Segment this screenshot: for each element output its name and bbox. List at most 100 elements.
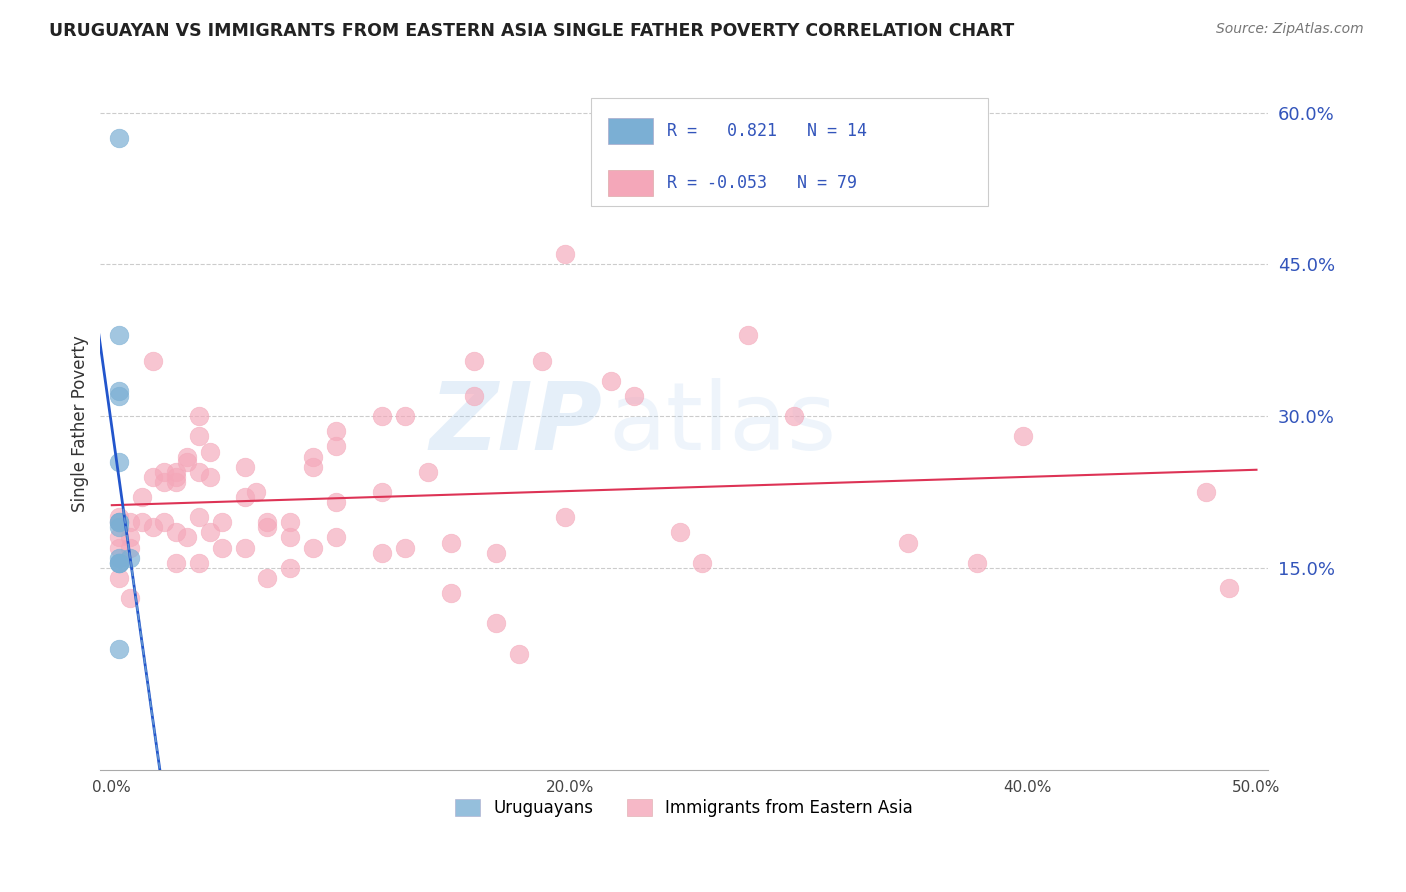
Point [692, 556, 714, 570]
Point [302, 450, 325, 464]
Point [200, 444, 222, 458]
Point [120, 516, 142, 530]
Point [668, 525, 690, 540]
Point [302, 459, 325, 474]
Point [394, 541, 416, 555]
Text: ZIP: ZIP [429, 377, 602, 470]
Point [394, 409, 416, 424]
Point [554, 247, 576, 261]
Point [554, 510, 576, 524]
Point [107, 516, 129, 530]
Point [165, 475, 187, 489]
Point [107, 571, 129, 585]
Point [256, 516, 278, 530]
Point [165, 556, 187, 570]
Point [325, 425, 347, 439]
Point [120, 541, 142, 555]
Point [107, 556, 129, 570]
Point [439, 535, 461, 549]
Point [107, 531, 129, 545]
Point [107, 328, 129, 343]
Point [187, 465, 209, 479]
Point [107, 556, 129, 570]
Point [416, 465, 439, 479]
Point [165, 470, 187, 484]
Point [783, 409, 806, 424]
Point [508, 647, 530, 661]
Y-axis label: Single Father Poverty: Single Father Poverty [72, 335, 89, 512]
Point [325, 531, 347, 545]
Text: atlas: atlas [609, 377, 837, 470]
Point [200, 525, 222, 540]
FancyBboxPatch shape [609, 118, 652, 144]
Point [1218, 581, 1240, 595]
Point [599, 374, 621, 388]
Point [200, 470, 222, 484]
Point [1195, 485, 1218, 500]
Point [131, 490, 153, 504]
Point [120, 550, 142, 565]
Point [107, 520, 129, 534]
Point [463, 353, 485, 368]
Point [176, 455, 198, 469]
Point [966, 556, 988, 570]
Point [176, 531, 198, 545]
Point [371, 485, 394, 500]
Point [107, 556, 129, 570]
Point [187, 409, 209, 424]
Point [233, 490, 256, 504]
Point [153, 465, 176, 479]
Point [280, 561, 302, 575]
Text: Source: ZipAtlas.com: Source: ZipAtlas.com [1216, 22, 1364, 37]
Point [107, 641, 129, 656]
Point [107, 455, 129, 469]
Point [165, 465, 187, 479]
Point [371, 409, 394, 424]
Point [153, 516, 176, 530]
Point [142, 470, 165, 484]
Point [187, 510, 209, 524]
Point [187, 429, 209, 443]
Point [280, 516, 302, 530]
Legend: Uruguayans, Immigrants from Eastern Asia: Uruguayans, Immigrants from Eastern Asia [449, 792, 920, 824]
Point [153, 475, 176, 489]
Point [107, 389, 129, 403]
Point [325, 495, 347, 509]
Point [107, 510, 129, 524]
Point [531, 353, 554, 368]
Point [120, 531, 142, 545]
Point [142, 353, 165, 368]
Point [131, 516, 153, 530]
Point [302, 541, 325, 555]
Point [256, 520, 278, 534]
FancyBboxPatch shape [591, 98, 987, 205]
Point [371, 546, 394, 560]
Point [439, 586, 461, 600]
Point [233, 459, 256, 474]
Text: R = -0.053   N = 79: R = -0.053 N = 79 [666, 174, 856, 192]
Point [107, 516, 129, 530]
FancyBboxPatch shape [609, 169, 652, 196]
Point [176, 450, 198, 464]
Point [280, 531, 302, 545]
Point [187, 556, 209, 570]
Point [107, 516, 129, 530]
Point [211, 541, 233, 555]
Point [463, 389, 485, 403]
Point [107, 541, 129, 555]
Point [485, 546, 508, 560]
Point [165, 525, 187, 540]
Point [623, 389, 645, 403]
Point [211, 516, 233, 530]
Point [897, 535, 920, 549]
Point [107, 550, 129, 565]
Text: R =   0.821   N = 14: R = 0.821 N = 14 [666, 122, 866, 140]
Point [245, 485, 267, 500]
Point [325, 440, 347, 454]
Text: URUGUAYAN VS IMMIGRANTS FROM EASTERN ASIA SINGLE FATHER POVERTY CORRELATION CHAR: URUGUAYAN VS IMMIGRANTS FROM EASTERN ASI… [49, 22, 1015, 40]
Point [120, 591, 142, 606]
Point [107, 131, 129, 145]
Point [485, 616, 508, 631]
Point [107, 384, 129, 398]
Point [142, 520, 165, 534]
